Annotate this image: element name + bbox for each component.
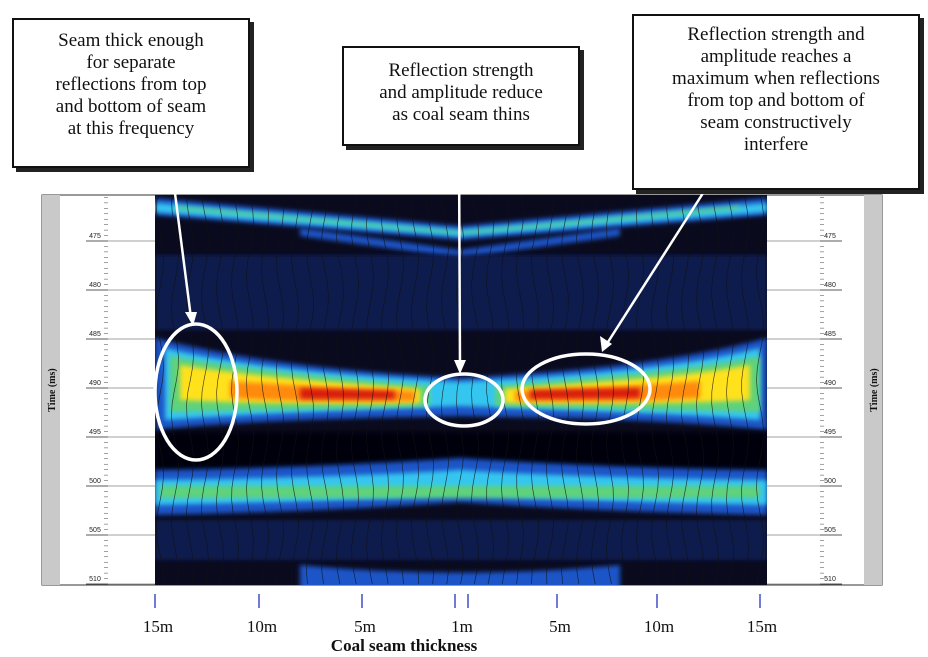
annotation-ellipse-left	[153, 322, 239, 462]
seismic-trace	[186, 195, 194, 585]
right-time-ticks: 475 480 485 490 495 500 505 510	[820, 197, 842, 585]
time-tick-label: 510	[89, 576, 101, 583]
annotation-ellipse-middle	[423, 372, 505, 428]
x-tick-label: 10m	[247, 617, 277, 636]
time-tick-label: 500	[89, 478, 101, 485]
seismic-trace	[396, 195, 404, 585]
x-tick-label: 15m	[747, 617, 777, 636]
seismic-trace	[651, 195, 659, 585]
seismic-trace	[666, 195, 674, 584]
x-axis-title: Coal seam thickness	[331, 636, 478, 655]
seismic-trace	[741, 195, 749, 585]
time-tick-label: 475	[824, 233, 836, 240]
time-tick-label: 485	[89, 331, 101, 338]
annotation-ellipse-right	[520, 352, 652, 426]
left-ruler-panel	[42, 195, 60, 585]
x-tick-label: 5m	[354, 617, 376, 636]
callout-constructive-interference: Reflection strength and amplitude reache…	[632, 14, 920, 190]
time-tick-label: 490	[824, 380, 836, 387]
seismic-section	[155, 195, 767, 585]
seismic-trace	[411, 195, 419, 585]
seismic-trace	[756, 195, 764, 585]
seismic-trace	[621, 195, 629, 585]
time-tick-label: 475	[89, 233, 101, 240]
seismic-trace	[171, 195, 179, 585]
seismic-trace	[201, 195, 209, 585]
seismic-trace	[216, 195, 224, 585]
seismic-trace	[306, 195, 314, 585]
seismic-trace	[246, 195, 254, 585]
seismic-trace	[576, 195, 584, 585]
time-tick-label: 485	[824, 331, 836, 338]
time-tick-label: 505	[89, 527, 101, 534]
time-tick-label: 495	[89, 429, 101, 436]
seismic-trace	[591, 195, 599, 585]
seismic-trace	[516, 195, 524, 585]
seismic-trace	[471, 195, 479, 585]
left-time-ticks: 475 480 485 490 495 500 505 510	[86, 197, 108, 585]
x-tick-label: 10m	[644, 617, 674, 636]
time-tick-label: 480	[89, 282, 101, 289]
seismic-trace	[501, 195, 509, 585]
time-tick-label: 510	[824, 576, 836, 583]
seismic-trace	[606, 195, 614, 585]
seismic-trace	[156, 195, 164, 585]
seismic-trace	[726, 195, 734, 585]
seismic-trace	[546, 195, 554, 585]
x-tick-label: 15m	[143, 617, 173, 636]
y-axis-label-left: Time (ms)	[47, 368, 58, 411]
seismic-trace	[291, 195, 299, 585]
seismic-trace	[636, 195, 644, 585]
seismic-trace	[561, 195, 569, 585]
seismic-trace	[711, 195, 719, 585]
seismic-trace	[456, 195, 464, 585]
seismic-trace	[486, 195, 494, 585]
seismic-trace	[321, 195, 329, 585]
time-tick-label: 490	[89, 380, 101, 387]
seismic-trace	[531, 195, 539, 585]
right-ruler-panel	[864, 195, 882, 585]
annotation-arrows	[170, 147, 707, 374]
seismic-trace	[336, 195, 344, 585]
seismic-trace	[276, 195, 284, 585]
time-gridlines	[108, 240, 820, 585]
callout-separate-reflections: Seam thick enough for separate reflectio…	[12, 18, 250, 168]
seismic-trace	[381, 195, 389, 585]
time-tick-label: 480	[824, 282, 836, 289]
time-tick-label: 495	[824, 429, 836, 436]
seismic-trace	[351, 195, 359, 585]
seismic-trace	[366, 195, 374, 585]
seismic-trace	[231, 195, 239, 585]
x-axis-ticks: 15m 10m 5m 1m 5m 10m 15m	[143, 594, 777, 636]
seismic-trace	[681, 195, 689, 585]
seismic-trace	[696, 195, 704, 585]
x-tick-label: 1m	[451, 617, 473, 636]
seismic-trace	[441, 195, 449, 585]
x-tick-label: 5m	[549, 617, 571, 636]
time-tick-label: 505	[824, 527, 836, 534]
callout-reduced-amplitude: Reflection strength and amplitude reduce…	[342, 46, 580, 146]
time-tick-label: 500	[824, 478, 836, 485]
seismic-trace	[261, 195, 269, 585]
y-axis-label-right: Time (ms)	[869, 368, 880, 411]
